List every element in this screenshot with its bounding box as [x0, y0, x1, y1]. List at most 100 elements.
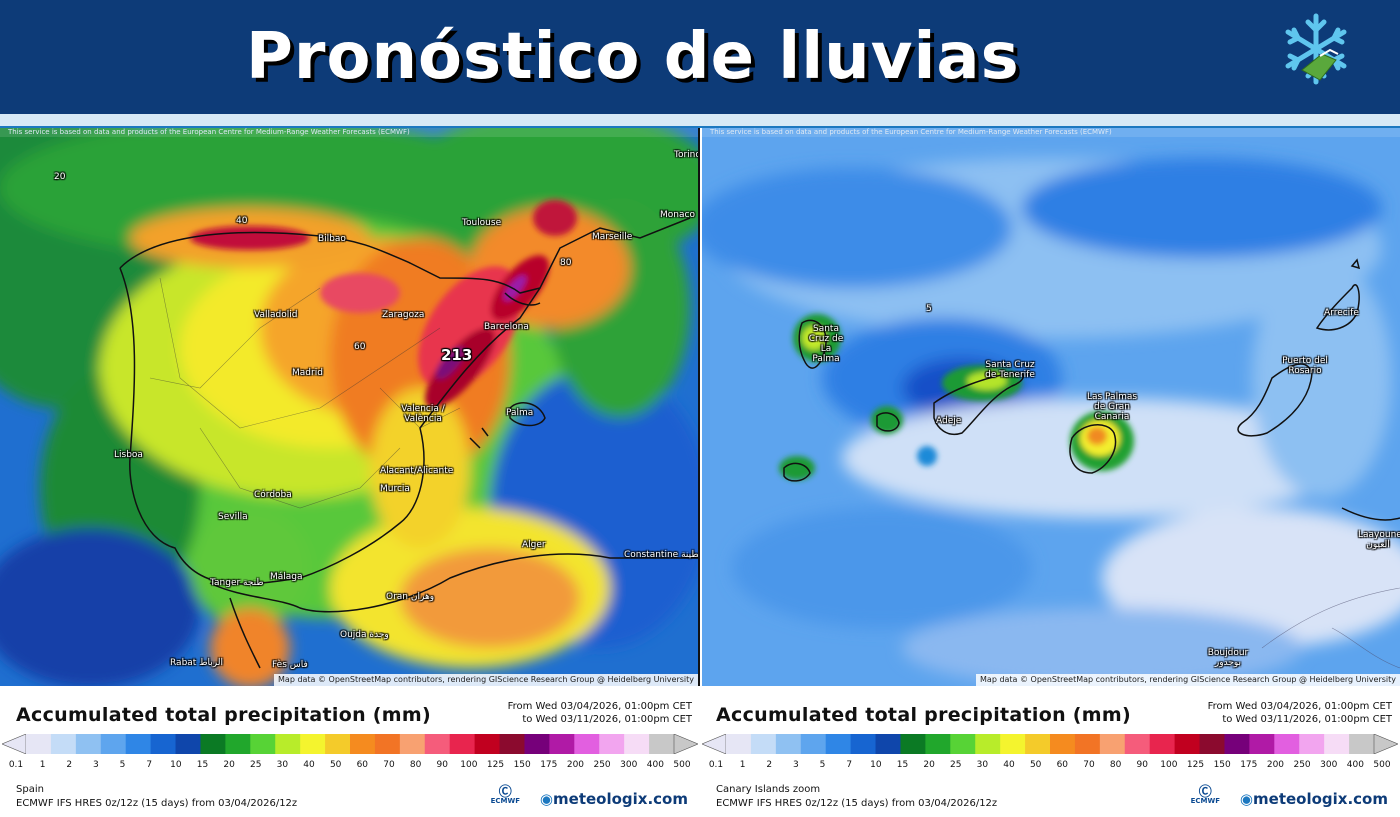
city-label: Fès فاس — [272, 660, 308, 670]
city-label: Santa Cruz de La Palma — [808, 324, 844, 364]
map-attribution: Map data © OpenStreetMap contributors, r… — [976, 674, 1400, 686]
colorbar-tick-label: 250 — [593, 760, 611, 770]
brand-link[interactable]: ◉meteologix.com — [1240, 790, 1388, 808]
contour-label: 60 — [354, 342, 366, 352]
city-label: Arrecife — [1324, 308, 1359, 318]
colorbar-swatch — [1025, 734, 1051, 754]
legend-title: Accumulated total precipitation (mm) — [716, 704, 1131, 726]
colorbar-swatch — [649, 734, 675, 754]
legend-period: From Wed 03/04/2026, 01:00pm CET to Wed … — [508, 700, 692, 726]
colorbar-tick-label: 500 — [1373, 760, 1391, 770]
top-attribution: This service is based on data and produc… — [0, 128, 698, 137]
island-coastlines — [783, 258, 1400, 521]
colorbar-swatch — [499, 734, 525, 754]
colorbar-swatch — [1199, 734, 1225, 754]
colorbar-tick-label: 100 — [460, 760, 478, 770]
colorbar-tick-label: 80 — [1109, 760, 1122, 770]
colorbar-tick-label: 90 — [1136, 760, 1148, 770]
contour-label: 5 — [926, 304, 932, 314]
city-label: Rabat الرباط — [170, 658, 223, 668]
colorbar-swatch — [424, 734, 451, 754]
colorbar-tick-label: 1 — [739, 760, 746, 770]
colorbar-swatch — [225, 734, 251, 754]
model-run-label: ECMWF IFS HRES 0z/12z (15 days) from 03/… — [16, 798, 298, 809]
city-label: Toulouse — [462, 218, 502, 228]
colorbar-tick-label: 25 — [950, 760, 962, 770]
colorbar-tick-label: 5 — [819, 760, 826, 770]
colorbar-tick-label: 60 — [1056, 760, 1069, 770]
colorbar-swatch — [150, 734, 177, 754]
coastline-lines — [119, 217, 698, 669]
legend-to-date: to Wed 03/11/2026, 01:00pm CET — [522, 714, 692, 725]
colorbar-swatch — [800, 734, 827, 754]
colorbar-swatch — [1249, 734, 1275, 754]
colorbar-tick-label: 7 — [846, 760, 853, 770]
colorbar-tick-label: 125 — [486, 760, 505, 770]
colorbar-tick-label: 30 — [276, 760, 289, 770]
contour-label: 40 — [236, 216, 248, 226]
colorbar-tick-label: 100 — [1160, 760, 1178, 770]
colorbar-arrow-right — [1373, 734, 1398, 754]
brand-label: meteologix.com — [553, 790, 688, 808]
ecmwf-mark-icon: Ⓒ — [498, 785, 512, 800]
colorbar-tick-label: 200 — [1266, 760, 1285, 770]
city-label: Zaragoza — [382, 310, 425, 320]
colorbar-tick-label: 80 — [409, 760, 422, 770]
legend-title: Accumulated total precipitation (mm) — [16, 704, 431, 726]
colorbar-tick-label: 150 — [513, 760, 531, 770]
colorbar-tick-label: 500 — [673, 760, 691, 770]
colorbar-swatch — [50, 734, 77, 754]
colorbar-tick-label: 30 — [976, 760, 989, 770]
colorbar-tick-label: 70 — [383, 760, 395, 770]
colorbar-tick-label: 70 — [1083, 760, 1095, 770]
colorbar-arrow-left — [2, 734, 27, 754]
legend-to-date: to Wed 03/11/2026, 01:00pm CET — [1222, 714, 1392, 725]
colorbar-swatch — [1174, 734, 1201, 754]
city-label: Puerto del Rosario — [1282, 356, 1328, 376]
header-banner: Pronóstico de lluvias — [0, 0, 1400, 114]
colorbar-tick-label: 2 — [766, 760, 773, 770]
colorbar-tick-label: 3 — [793, 760, 799, 770]
colorbar-swatch — [925, 734, 951, 754]
colorbar-swatch — [275, 734, 301, 754]
ecmwf-label: ECMWF — [490, 797, 520, 805]
colorbar-tick-label: 20 — [923, 760, 935, 770]
colorbar-tick-label: 150 — [1213, 760, 1231, 770]
colorbar-tick-label: 10 — [870, 760, 882, 770]
colorbar-tick-label: 60 — [356, 760, 369, 770]
city-label: Lisboa — [114, 450, 143, 460]
city-label: Alacant/Alicante — [380, 466, 454, 476]
canary-legend: Accumulated total precipitation (mm) Fro… — [700, 690, 1400, 817]
colorbar-tick-label: 15 — [196, 760, 209, 770]
top-attribution: This service is based on data and produc… — [702, 128, 1400, 137]
canary-precipitation-map[interactable]: This service is based on data and produc… — [702, 128, 1400, 686]
region-label: Canary Islands zoom — [716, 784, 821, 795]
colorbar-swatch — [825, 734, 852, 754]
spain-precipitation-map[interactable]: This service is based on data and produc… — [0, 128, 700, 686]
colorbar-swatch — [1000, 734, 1026, 754]
colorbar-swatch — [549, 734, 575, 754]
colorbar-swatch — [624, 734, 650, 754]
colorbar-swatch — [449, 734, 476, 754]
canary-map-graphic — [702, 128, 1400, 686]
colorbar-tick-label: 300 — [620, 760, 638, 770]
colorbar-swatch — [750, 734, 777, 754]
city-label: Laayoune العيون — [1358, 530, 1400, 550]
colorbar-swatch — [1224, 734, 1250, 754]
ecmwf-label: ECMWF — [1190, 797, 1220, 805]
city-label: Monaco — [660, 210, 695, 220]
colorbar-ticks: 0.1 1 2 3 5 7 10 15 20 25 30 40 50 60 70 80 90 100 125 150 1… — [9, 760, 691, 772]
city-label: Bilbao — [318, 234, 346, 244]
peak-value-label: 213 — [441, 346, 473, 364]
brand-link[interactable]: ◉meteologix.com — [540, 790, 688, 808]
colorbar-tick-label: 25 — [250, 760, 262, 770]
precipitation-colorbar — [2, 734, 698, 754]
colorbar-tick-label: 40 — [1003, 760, 1015, 770]
colorbar-swatch — [300, 734, 326, 754]
colorbar-swatch — [175, 734, 201, 754]
colorbar-swatch — [726, 734, 752, 754]
precipitation-colorbar — [702, 734, 1398, 754]
city-label: Murcia — [380, 484, 410, 494]
city-label: Oujda وجدة — [340, 630, 389, 640]
colorbar-tick-label: 125 — [1186, 760, 1205, 770]
